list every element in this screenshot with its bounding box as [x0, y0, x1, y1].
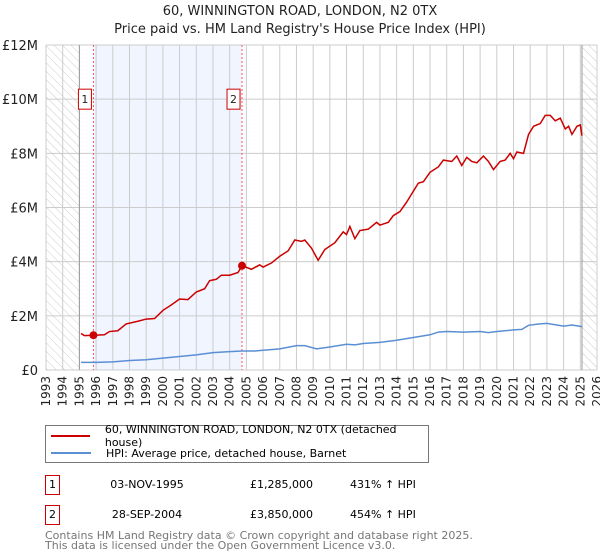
x-tick-label: 2015 — [406, 376, 420, 407]
transaction-hpi: 431% ↑ HPI — [350, 478, 416, 491]
sale-marker-box — [226, 88, 241, 110]
chart-title: 60, WINNINGTON ROAD, LONDON, N2 0TX — [162, 4, 438, 19]
legend-label: HPI: Average price, detached house, Barn… — [106, 446, 347, 460]
x-tick-label: 2000 — [156, 376, 170, 407]
transaction-price: £3,850,000 — [250, 508, 313, 521]
footer-copyright: Contains HM Land Registry data © Crown c… — [45, 529, 473, 542]
transaction-price: £1,285,000 — [250, 478, 313, 491]
x-tick-label: 2003 — [206, 376, 220, 407]
sale-marker-label: 1 — [81, 93, 88, 106]
x-tick-label: 1993 — [39, 376, 53, 407]
x-tick-label: 2026 — [590, 376, 600, 407]
x-tick-label: 2013 — [373, 376, 387, 407]
transaction-marker: 1 — [45, 475, 60, 495]
x-tick-label: 2018 — [456, 376, 470, 407]
x-tick-label: 2023 — [540, 376, 554, 407]
transaction-marker: 2 — [45, 505, 60, 525]
transaction-date: 03-NOV-1995 — [110, 478, 184, 491]
x-tick-label: 2021 — [507, 376, 521, 407]
sale-marker-label: 2 — [230, 93, 237, 106]
footer-licence: This data is licensed under the Open Gov… — [45, 539, 396, 552]
y-tick-label: £12M — [2, 39, 38, 54]
legend-blue-line — [51, 452, 91, 454]
property-price-line — [80, 114, 583, 337]
y-tick-label: £10M — [2, 93, 38, 108]
legend-label: 60, WINNINGTON ROAD, LONDON, N2 0TX (det… — [104, 423, 397, 449]
footer: Contains HM Land Registry data © Crown c… — [45, 529, 473, 552]
x-tick-label: 2011 — [340, 376, 354, 407]
sale-point — [238, 261, 247, 270]
hpi-line — [81, 322, 583, 364]
x-tick-label: 2002 — [189, 376, 203, 407]
sale-point — [89, 331, 98, 340]
x-tick-label: 2019 — [473, 376, 487, 407]
x-tick-label: 2007 — [273, 376, 287, 407]
x-tick-label: 1998 — [122, 376, 136, 407]
x-tick-label: 2006 — [256, 376, 270, 407]
x-tick-label: 2016 — [423, 376, 437, 407]
x-tick-label: 2009 — [306, 376, 320, 407]
x-tick-label: 2024 — [557, 376, 571, 407]
legend-item-property: 60, WINNINGTON ROAD, LONDON, N2 0TX (det… — [51, 423, 428, 449]
x-tick-label: 2010 — [323, 376, 337, 407]
x-tick-label: 2008 — [289, 376, 303, 407]
y-tick-label: £0 — [21, 364, 38, 379]
y-tick-label: £6M — [10, 202, 38, 217]
x-tick-label: 1999 — [139, 376, 153, 407]
x-tick-label: 2022 — [523, 376, 537, 407]
x-tick-label: 2001 — [173, 376, 187, 407]
x-tick-label: 2014 — [390, 376, 404, 407]
y-tick-label: £4M — [10, 256, 38, 271]
chart-subtitle: Price paid vs. HM Land Registry's House … — [114, 22, 486, 37]
y-tick-label: £8M — [10, 147, 38, 162]
x-tick-label: 2005 — [239, 376, 253, 407]
transaction-hpi: 454% ↑ HPI — [350, 508, 416, 521]
x-tick-label: 2017 — [440, 376, 454, 407]
price-chart: 1993 1994 1995 1996 1997 1998 1999 2000 2001 2002… — [2, 39, 600, 407]
x-tick-label: 2012 — [356, 376, 370, 407]
sale-marker-box — [77, 88, 92, 110]
chart-legend: 60, WINNINGTON ROAD, LONDON, N2 0TX (det… — [45, 423, 429, 463]
x-tick-label: 2020 — [490, 376, 504, 407]
y-tick-label: £2M — [10, 310, 38, 325]
x-tick-label: 1994 — [56, 376, 70, 407]
x-tick-label: 1997 — [106, 376, 120, 407]
transaction-date: 28-SEP-2004 — [111, 508, 183, 521]
x-tick-label: 2004 — [223, 376, 237, 407]
x-tick-label: 1996 — [89, 376, 103, 407]
x-tick-label: 1995 — [72, 376, 86, 407]
legend-item-hpi: HPI: Average price, detached house, Barn… — [51, 445, 346, 461]
x-tick-label: 2025 — [573, 376, 587, 407]
legend-red-line — [51, 435, 90, 437]
